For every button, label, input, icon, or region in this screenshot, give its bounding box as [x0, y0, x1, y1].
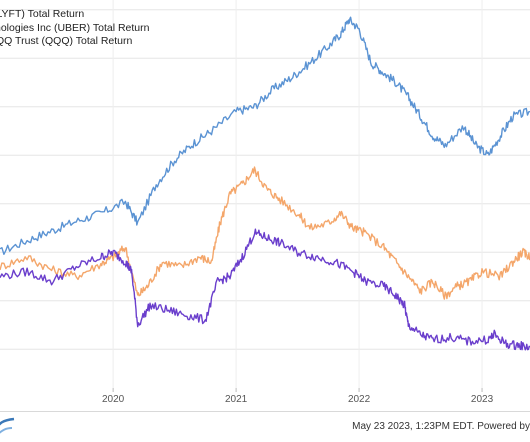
- x-tick-label-1: 2021: [225, 394, 248, 405]
- series-line-2: [0, 228, 530, 351]
- line-chart: 2020 2021 2022 2023: [0, 0, 530, 405]
- legend-label-qqq: QQ Trust (QQQ) Total Return: [0, 35, 133, 47]
- chart-legend: (LYFT) Total Return nologies Inc (UBER) …: [0, 8, 149, 49]
- legend-item-qqq[interactable]: QQ Trust (QQQ) Total Return: [0, 35, 149, 49]
- legend-label-uber: nologies Inc (UBER) Total Return: [0, 21, 150, 34]
- x-tick-label-0: 2020: [102, 394, 125, 405]
- series-line-0: [0, 16, 530, 255]
- footer-text: May 23 2023, 1:23PM EDT. Powered by: [352, 421, 530, 432]
- footer-timestamp: May 23 2023, 1:23PM EDT.: [352, 421, 475, 432]
- x-axis-ticks: 2020 2021 2022 2023: [102, 388, 494, 405]
- series-line-1: [0, 166, 530, 300]
- chart-footer: May 23 2023, 1:23PM EDT. Powered by: [0, 411, 530, 442]
- x-tick-label-3: 2023: [471, 394, 494, 405]
- legend-label-lyft: (LYFT) Total Return: [0, 8, 85, 20]
- x-tick-label-2: 2022: [348, 394, 371, 405]
- chart-series-lines: [0, 16, 530, 351]
- ycharts-logo-icon: [0, 417, 15, 434]
- chart-grid: [0, 0, 530, 388]
- legend-item-uber[interactable]: nologies Inc (UBER) Total Return: [0, 22, 149, 36]
- footer-powered-by: Powered by: [477, 421, 530, 432]
- legend-item-lyft[interactable]: (LYFT) Total Return: [0, 8, 149, 22]
